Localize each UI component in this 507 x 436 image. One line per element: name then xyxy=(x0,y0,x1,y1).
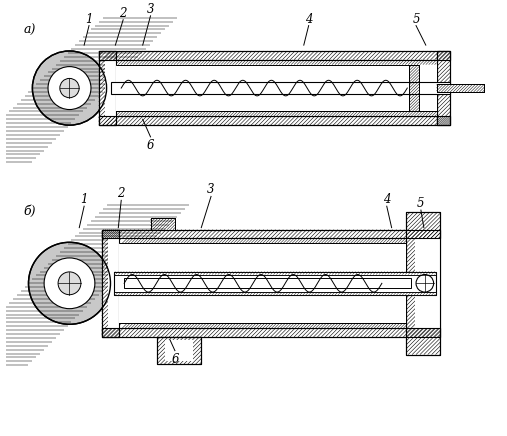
Bar xyxy=(104,60,116,116)
Bar xyxy=(102,328,441,337)
Bar xyxy=(115,292,436,295)
Bar xyxy=(115,272,436,295)
Bar xyxy=(119,324,406,328)
Text: 5: 5 xyxy=(412,13,420,26)
Bar xyxy=(99,60,450,116)
Bar xyxy=(99,116,450,125)
Bar xyxy=(119,324,406,328)
Bar xyxy=(119,238,406,243)
Text: 2: 2 xyxy=(120,7,127,20)
Bar xyxy=(115,272,436,275)
Bar xyxy=(116,65,437,112)
Text: б): б) xyxy=(24,205,36,218)
Text: 4: 4 xyxy=(305,13,312,26)
Bar xyxy=(124,279,411,288)
Bar xyxy=(99,51,116,125)
Bar xyxy=(119,238,406,243)
Bar xyxy=(116,60,437,65)
Bar xyxy=(437,51,450,125)
Bar xyxy=(409,65,419,112)
Circle shape xyxy=(44,258,95,309)
Bar xyxy=(107,238,119,328)
Bar xyxy=(406,212,441,354)
Bar xyxy=(116,112,437,116)
Bar xyxy=(99,51,450,60)
Bar xyxy=(157,337,201,364)
Bar xyxy=(99,51,450,60)
Text: 1: 1 xyxy=(85,13,93,26)
Text: 1: 1 xyxy=(81,193,88,206)
Bar xyxy=(102,230,119,337)
Bar xyxy=(99,51,116,125)
Bar xyxy=(112,82,450,94)
Bar xyxy=(102,238,441,328)
Bar xyxy=(437,84,484,92)
Text: 4: 4 xyxy=(383,193,390,206)
Bar xyxy=(437,51,450,125)
Bar xyxy=(437,84,484,92)
Circle shape xyxy=(48,67,91,109)
Bar xyxy=(157,337,201,364)
Bar xyxy=(99,116,450,125)
Bar xyxy=(151,218,175,230)
Bar xyxy=(115,292,436,295)
Text: 5: 5 xyxy=(417,197,425,210)
Bar xyxy=(115,272,436,275)
Text: 6: 6 xyxy=(147,139,154,152)
Bar xyxy=(437,84,484,92)
Text: 3: 3 xyxy=(147,3,154,16)
Circle shape xyxy=(60,78,79,98)
Text: 6: 6 xyxy=(171,353,178,366)
Bar xyxy=(119,243,406,324)
Bar xyxy=(102,230,441,238)
Bar xyxy=(415,238,441,328)
Bar xyxy=(165,340,194,361)
Bar xyxy=(419,65,437,112)
Bar xyxy=(151,218,175,230)
Bar xyxy=(406,212,441,354)
Bar xyxy=(102,230,119,337)
Circle shape xyxy=(416,275,433,292)
Bar xyxy=(116,112,437,116)
Text: a): a) xyxy=(24,24,36,37)
Circle shape xyxy=(28,242,111,324)
Bar xyxy=(102,328,441,337)
Text: 3: 3 xyxy=(207,184,215,197)
Text: 2: 2 xyxy=(118,187,125,200)
Circle shape xyxy=(32,51,106,125)
Bar xyxy=(409,65,419,112)
Bar xyxy=(102,230,441,238)
Bar xyxy=(116,60,437,65)
Circle shape xyxy=(58,272,81,295)
